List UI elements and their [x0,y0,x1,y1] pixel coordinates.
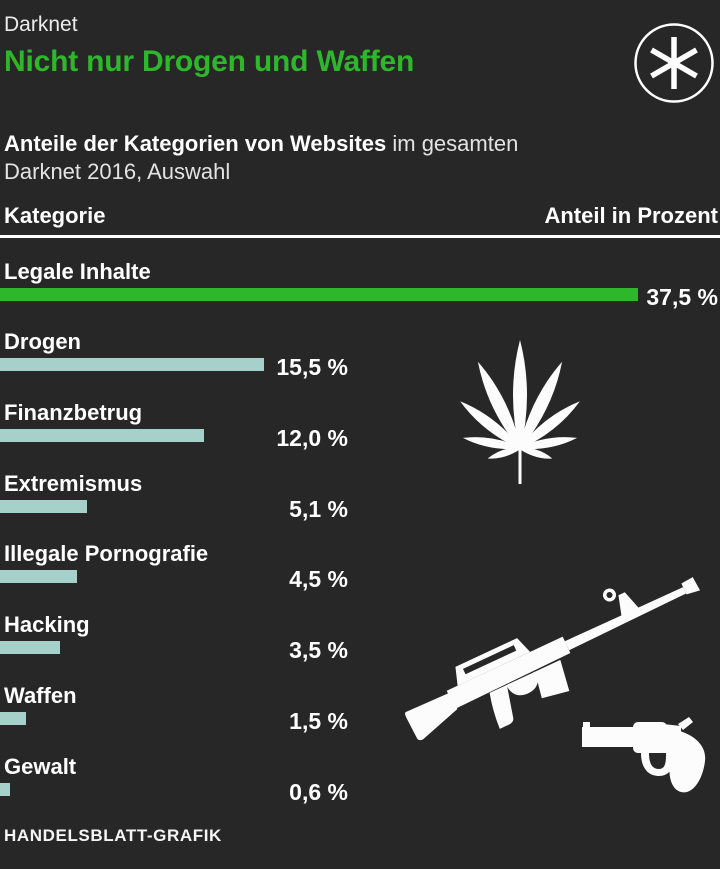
category-label: Drogen [4,329,81,354]
subtitle-rest: im gesamten [386,131,519,156]
subtitle-line2: Darknet 2016, Auswahl [4,159,231,184]
row-hacking: Hacking 3,5 % [0,612,720,682]
chart-subtitle: Anteile der Kategorien von Websites im g… [4,130,518,186]
row-drogen: Drogen 15,5 % [0,329,720,399]
kicker: Darknet [4,13,78,36]
subtitle-bold: Anteile der Kategorien von Websites [4,131,387,156]
bar [0,288,638,301]
value-label: 15,5 % [276,354,348,380]
value-label: 1,5 % [289,708,348,734]
header-divider [0,235,720,238]
bar [0,712,26,725]
value-label: 12,0 % [276,425,348,451]
row-gewalt: Gewalt 0,6 % [0,754,720,824]
table-header: Kategorie Anteil in Prozent [4,203,718,229]
row-finanzbetrug: Finanzbetrug 12,0 % [0,400,720,470]
row-illegale-pornografie: Illegale Pornografie 4,5 % [0,541,720,611]
row-extremismus: Extremismus 5,1 % [0,471,720,541]
column-header-category: Kategorie [4,203,106,228]
category-label: Extremismus [4,471,143,496]
page-title: Nicht nur Drogen und Waffen [4,45,415,78]
value-label: 5,1 % [289,496,348,522]
category-label: Finanzbetrug [4,400,143,425]
category-label: Hacking [4,612,90,637]
category-label: Legale Inhalte [4,259,151,284]
value-label: 3,5 % [289,637,348,663]
category-label: Gewalt [4,754,77,779]
bar [0,570,77,583]
assault-rifle-icon [405,577,701,741]
row-waffen: Waffen 1,5 % [0,683,720,753]
value-label: 0,6 % [289,779,348,805]
bar [0,783,11,796]
asterisk-icon[interactable] [632,21,716,105]
credit-line: HANDELSBLATT-GRAFIK [4,826,222,845]
category-label: Illegale Pornografie [4,541,209,566]
bar [0,429,204,442]
value-label: 37,5 % [646,284,718,310]
bar [0,641,60,654]
value-label: 4,5 % [289,566,348,592]
category-label: Waffen [4,683,77,708]
row-legale-inhalte: Legale Inhalte 37,5 % [0,259,720,329]
column-header-share: Anteil in Prozent [544,203,718,228]
bar [0,358,264,371]
cannabis-leaf-icon [460,340,580,484]
bar [0,500,87,513]
revolver-icon [582,717,706,793]
